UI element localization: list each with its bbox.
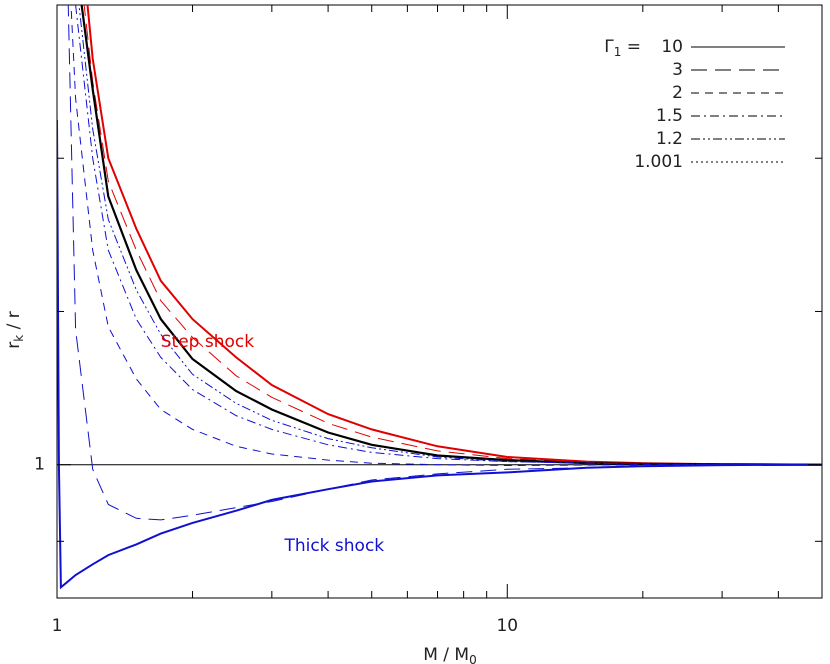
y-tick-label: 1 — [34, 455, 45, 475]
series-line — [80, 5, 822, 466]
annotation: Thick shock — [283, 536, 384, 556]
legend-title-part: 1 — [614, 45, 622, 59]
series-line — [86, 5, 822, 466]
legend-label: 2 — [672, 83, 683, 103]
y-label-sub: k — [12, 335, 26, 342]
legend-label: 1.5 — [656, 106, 683, 126]
y-axis-label: rk / r — [4, 311, 26, 348]
series-line — [83, 5, 822, 466]
series-line — [67, 5, 822, 521]
legend-title-part: Γ — [604, 37, 614, 57]
y-label-rest: / r — [4, 311, 24, 335]
legend-label: 1.001 — [634, 152, 683, 172]
x-label-main: M / M — [423, 645, 469, 664]
series-line — [70, 5, 822, 467]
legend-title: Γ1 = — [604, 37, 641, 59]
x-label-sub: 0 — [469, 653, 477, 664]
series-line — [78, 5, 822, 466]
x-axis-label: M / M0 — [423, 645, 477, 664]
series-line — [75, 5, 822, 466]
legend-label: 1.2 — [656, 129, 683, 149]
annotation: Step shock — [161, 332, 254, 352]
plot-frame — [56, 4, 823, 599]
legend-label: 3 — [672, 60, 683, 80]
x-tick-label: 1 — [52, 616, 63, 636]
legend-title-part: = — [621, 37, 641, 57]
curves — [57, 5, 822, 590]
y-label-main: r — [4, 342, 24, 349]
legend-label: 10 — [661, 37, 683, 57]
x-tick-label: 10 — [496, 616, 518, 636]
series-line — [57, 119, 822, 590]
